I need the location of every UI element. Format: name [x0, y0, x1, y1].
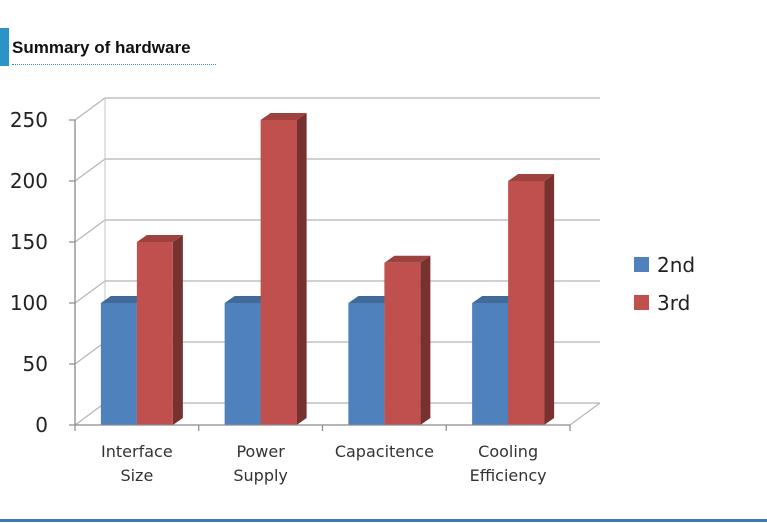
bar-front — [384, 262, 421, 425]
y-tick-label: 0 — [35, 413, 48, 437]
bar-top — [100, 296, 147, 303]
category-label: Cooling Efficiency — [470, 442, 547, 485]
gridline-depth — [74, 97, 106, 121]
bar-top — [384, 255, 431, 263]
y-tick-label: 50 — [23, 352, 48, 376]
bar-side — [420, 255, 431, 425]
chart-title: Summary of hardware — [12, 38, 191, 57]
bar-3rd-0 — [136, 235, 183, 425]
legend-label-3rd: 3rd — [657, 291, 690, 315]
title-accent-bar — [0, 28, 9, 66]
bar-front — [260, 120, 297, 425]
legend-swatch-3rd — [634, 295, 649, 310]
category-label: Power Supply — [233, 442, 288, 485]
gridline-depth — [74, 402, 106, 426]
bar-front — [100, 303, 137, 425]
bottom-divider — [0, 519, 767, 522]
gridline-depth — [74, 158, 106, 182]
y-tick-label: 250 — [10, 108, 48, 132]
y-tick-label: 100 — [10, 291, 48, 315]
bar-front — [348, 303, 385, 425]
title-underline — [12, 64, 216, 65]
y-tick-label: 200 — [10, 169, 48, 193]
bar-side — [296, 113, 307, 425]
category-label: Interface Size — [101, 442, 173, 485]
bar-front — [136, 242, 173, 425]
bar-3rd-2 — [384, 255, 431, 425]
bar-front — [508, 181, 545, 425]
bar-top — [136, 235, 183, 242]
legend-swatch-2nd — [634, 257, 649, 272]
bar-top — [348, 296, 395, 303]
bar-side — [172, 235, 183, 425]
bar-top — [260, 113, 307, 120]
gridline-depth — [74, 280, 106, 304]
bar-top — [472, 296, 519, 303]
category-label: Capacitence — [335, 442, 434, 461]
bar-3rd-3 — [508, 174, 555, 425]
bar-side — [544, 174, 555, 425]
bar-front — [224, 303, 261, 425]
bar-front — [472, 303, 509, 425]
bar-top — [508, 174, 555, 181]
bar-top — [224, 296, 271, 303]
y-tick-label: 150 — [10, 230, 48, 254]
gridline-depth — [74, 341, 106, 365]
legend-label-2nd: 2nd — [657, 253, 695, 277]
floor-edge — [569, 402, 601, 426]
bar-3rd-1 — [260, 113, 307, 425]
gridline-depth — [74, 219, 106, 243]
